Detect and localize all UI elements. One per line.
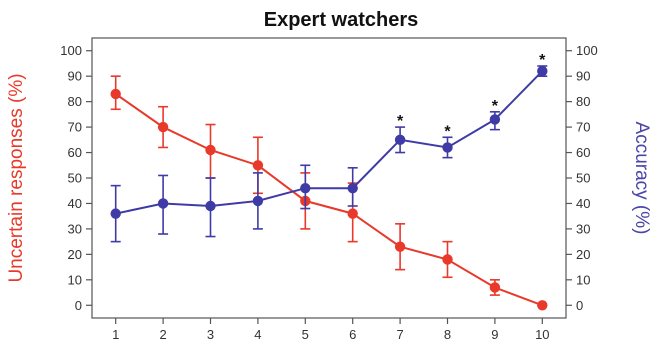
series-line — [115, 70, 544, 215]
data-point — [205, 144, 216, 156]
y-tick-label-left: 0 — [75, 298, 82, 313]
y-tick-label-left: 60 — [68, 145, 82, 160]
y-tick-label-right: 80 — [576, 94, 590, 109]
data-point — [537, 65, 548, 77]
data-point — [110, 88, 121, 100]
significance-star: * — [444, 123, 451, 140]
y-tick-label-right: 100 — [576, 43, 598, 58]
data-point — [110, 208, 121, 219]
y-tick-label-left: 80 — [68, 94, 82, 109]
series-1 — [110, 75, 548, 311]
data-point — [537, 300, 548, 311]
y-tick-label-left: 50 — [68, 171, 82, 186]
y-tick-label-right: 70 — [576, 120, 590, 135]
y-tick-label-right: 30 — [576, 221, 590, 236]
y-tick-label-left: 70 — [68, 120, 82, 135]
series-2 — [110, 65, 548, 243]
y-tick-label-right: 0 — [576, 298, 583, 313]
significance-star: * — [397, 113, 404, 130]
data-point — [394, 241, 406, 252]
series-layer: * * * * — [110, 52, 548, 311]
data-point — [157, 121, 169, 133]
x-tick-label: 7 — [396, 327, 403, 342]
x-tick-label: 6 — [349, 327, 356, 342]
x-tick-label: 10 — [535, 327, 549, 342]
y-tick-label-right: 40 — [576, 196, 590, 211]
significance-star: * — [492, 98, 499, 115]
x-tick-label: 9 — [491, 327, 498, 342]
x-tick-label: 1 — [112, 327, 119, 342]
x-tick-label: 2 — [159, 327, 166, 342]
axes: 0 0 10 10 20 20 30 30 40 40 50 50 60 60 70 70 80 80 90 90 10… — [60, 43, 597, 342]
y-tick-label-right: 20 — [576, 247, 590, 262]
y-tick-label-right: 50 — [576, 171, 590, 186]
data-point — [157, 198, 169, 209]
data-point — [442, 254, 453, 265]
x-tick-label: 8 — [444, 327, 451, 342]
data-point — [489, 282, 501, 293]
chart-title: Expert watchers — [264, 9, 419, 31]
y-tick-label-left: 10 — [68, 272, 82, 287]
y-tick-label-left: 20 — [68, 247, 82, 262]
x-tick-label: 3 — [207, 327, 214, 342]
x-tick-label: 5 — [302, 327, 309, 342]
data-point — [394, 134, 406, 146]
data-point — [347, 182, 358, 194]
data-point — [252, 160, 264, 171]
data-point — [252, 195, 264, 207]
y-tick-label-left: 30 — [68, 221, 82, 236]
y-tick-label-right: 10 — [576, 272, 590, 287]
series-line — [115, 93, 543, 307]
y-axis-label-left: Uncertain responses (%) — [6, 73, 27, 282]
y-tick-label-right: 90 — [576, 69, 590, 84]
y-axis-label-right: Accuracy (%) — [631, 122, 652, 235]
y-tick-label-right: 60 — [576, 145, 590, 160]
significance-star: * — [539, 52, 546, 69]
data-point — [300, 182, 311, 194]
data-point — [442, 142, 453, 153]
data-point — [489, 114, 501, 125]
y-tick-label-left: 90 — [68, 69, 82, 84]
data-point — [347, 208, 358, 219]
y-tick-label-left: 100 — [60, 43, 82, 58]
y-tick-label-left: 40 — [68, 196, 82, 211]
data-point — [205, 200, 216, 212]
x-tick-label: 4 — [254, 327, 261, 342]
